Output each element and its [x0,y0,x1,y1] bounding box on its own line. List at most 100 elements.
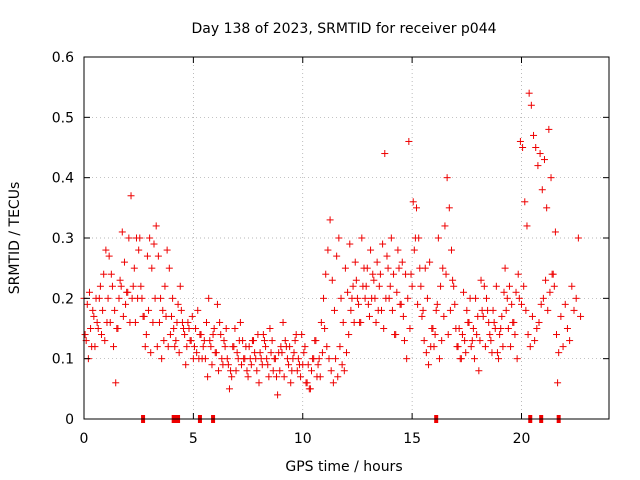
data-point [446,306,454,314]
data-point [215,367,223,375]
data-point [176,282,184,290]
data-point [542,276,550,284]
data-point [324,246,332,254]
data-point [381,150,389,158]
data-point [321,325,329,332]
data-point [365,312,373,320]
data-point [516,137,524,145]
data-point [205,294,213,302]
data-point [222,325,230,332]
data-point [334,373,342,381]
data-point [487,337,495,345]
y-tick-label: 0.4 [52,171,74,187]
data-point [120,258,128,266]
data-point [441,222,449,230]
data-point [348,294,356,302]
data-point [145,306,153,314]
data-point [390,270,398,278]
data-point [114,325,122,332]
data-point [217,331,225,339]
data-point [434,234,442,242]
data-point [544,306,552,314]
data-point [287,379,295,387]
data-point [477,276,485,284]
data-point [410,246,418,254]
data-point [160,337,168,345]
data-point [563,325,571,332]
data-point [180,325,188,332]
data-point [233,349,241,357]
data-point [480,282,488,290]
data-point [221,343,229,351]
data-point [522,306,530,314]
data-point [260,337,268,345]
data-point [358,234,366,242]
data-point [466,294,474,302]
data-point [320,294,328,302]
data-point [501,264,509,272]
data-point [527,101,535,109]
data-point [241,355,249,363]
data-point [530,131,538,139]
data-point [219,361,227,369]
data-point [336,343,344,351]
data-point [369,270,377,278]
data-point [301,343,309,351]
data-point [161,282,169,290]
data-point [554,379,562,387]
data-point [328,276,336,284]
data-point [347,306,355,314]
data-point [268,337,276,345]
data-point [225,385,233,393]
data-point [344,288,352,296]
data-point [483,294,490,302]
data-point [193,349,201,357]
data-point [514,270,522,278]
data-point [486,331,494,339]
data-point [409,198,417,206]
data-point [96,282,104,290]
data-point [505,282,513,290]
x-tick-label: 20 [513,431,531,447]
data-point [210,325,218,332]
data-point [166,331,174,339]
data-point [281,337,289,345]
data-point [130,264,138,272]
data-point [368,294,376,302]
data-point [279,318,287,326]
data-point [492,282,500,290]
data-point [104,294,112,302]
data-point [244,373,252,381]
data-point [357,318,365,326]
data-point [510,318,518,326]
data-point [404,294,412,302]
x-tick-label: 5 [189,431,198,447]
data-point [273,373,280,381]
data-point [236,318,244,326]
data-point [99,306,107,314]
data-point [449,276,457,284]
data-point [553,331,560,339]
data-point [511,331,519,339]
data-point [463,306,471,314]
data-point [405,137,413,145]
data-point [141,343,149,351]
data-point [559,343,567,351]
data-point [568,282,576,290]
data-point [536,150,544,158]
data-point [238,361,245,369]
data-point [148,264,156,272]
data-point [337,294,345,302]
data-point [333,252,341,260]
data-point [423,294,431,302]
data-point [143,252,151,260]
data-point [407,270,415,278]
data-points [80,89,585,399]
data-point [503,294,511,302]
data-point [298,331,306,339]
data-point [385,294,393,302]
data-point [317,318,325,326]
data-point [154,252,162,260]
data-point [570,306,578,314]
